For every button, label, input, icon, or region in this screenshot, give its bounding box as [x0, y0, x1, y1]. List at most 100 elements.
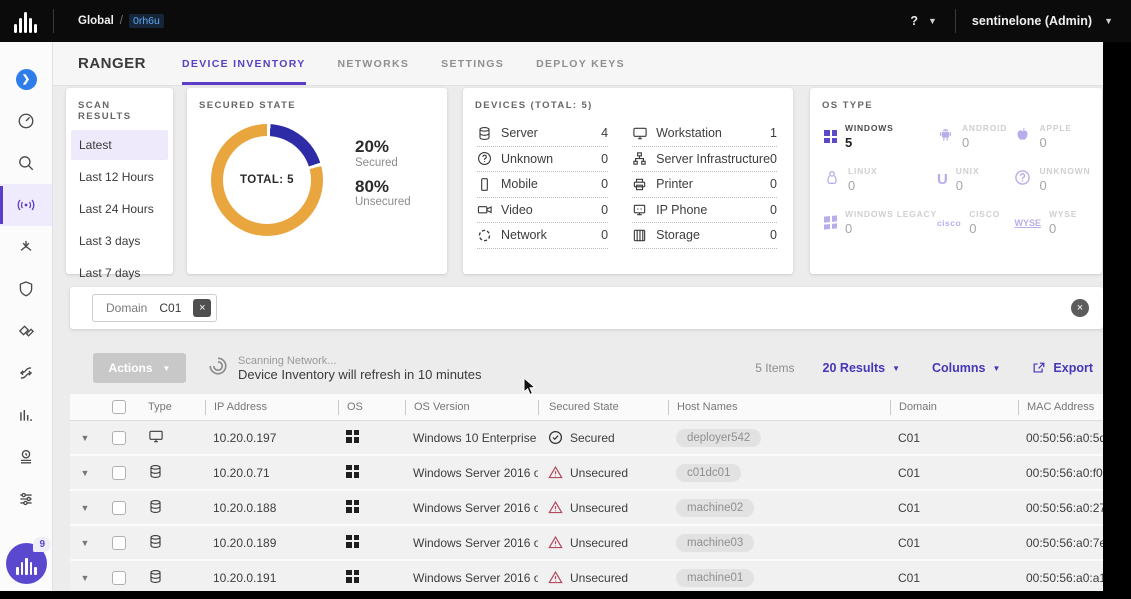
- column-header-host-names[interactable]: Host Names: [668, 399, 890, 415]
- filter-chip-domain[interactable]: Domain C01 ×: [92, 294, 218, 322]
- row-checkbox[interactable]: [112, 500, 126, 515]
- ip-address-cell: 10.20.0.191: [213, 570, 277, 585]
- server-icon: [479, 126, 490, 140]
- host-name-pill: machine01: [676, 568, 755, 587]
- domain-cell: C01: [898, 570, 921, 585]
- main-content: RANGER DEVICE INVENTORY NETWORKS SETTING…: [53, 42, 1103, 591]
- sidebar-item-automation[interactable]: [0, 226, 52, 268]
- bar-chart-icon: [20, 409, 32, 421]
- sidebar-item-dashboard[interactable]: [0, 100, 52, 142]
- table-row[interactable]: ▼ 10.20.0.191 Windows Server 2016 or ...…: [70, 561, 1103, 591]
- row-expand-chevron-icon[interactable]: ▼: [80, 572, 90, 583]
- windows-icon: [346, 499, 359, 513]
- filter-bar: Domain C01 × ×: [70, 287, 1103, 329]
- column-header-domain[interactable]: Domain: [890, 399, 1018, 415]
- table-row[interactable]: ▼ 10.20.0.197 Windows 10 Enterprise Secu…: [70, 421, 1103, 456]
- row-expand-chevron-icon[interactable]: ▼: [80, 502, 90, 513]
- row-expand-chevron-icon[interactable]: ▼: [80, 537, 90, 548]
- ranger-network-icon: [17, 199, 35, 211]
- row-checkbox[interactable]: [112, 535, 126, 550]
- sliders-icon: [20, 492, 32, 506]
- sidebar-item-sync[interactable]: [0, 352, 52, 394]
- chevron-down-icon: ▼: [892, 363, 900, 373]
- row-expand-chevron-icon[interactable]: ▼: [80, 432, 90, 443]
- tab-deploy-keys[interactable]: DEPLOY KEYS: [536, 57, 625, 70]
- sidebar-expand-toggle[interactable]: ❯: [0, 58, 52, 100]
- search-icon: [19, 156, 34, 171]
- os-type-item: UNKNOWN 0: [1014, 166, 1092, 193]
- columns-dropdown[interactable]: Columns ▼: [932, 361, 1001, 375]
- host-name-pill: deployer542: [676, 428, 762, 447]
- scan-status-subtitle: Device Inventory will refresh in 10 minu…: [238, 366, 482, 382]
- os-type-panel: OS TYPE WINDOWS 5 ANDROID 0 APPLE 0: [810, 88, 1102, 274]
- sidebar-brand-button[interactable]: 9: [6, 537, 51, 584]
- sentinelone-logo-icon[interactable]: [14, 9, 37, 33]
- help-button[interactable]: ?: [910, 14, 918, 28]
- ip-address-cell: 10.20.0.188: [213, 500, 277, 515]
- scan-option-last-12-hours[interactable]: Last 12 Hours: [79, 170, 154, 184]
- domain-cell: C01: [898, 465, 921, 480]
- sidebar-item-search[interactable]: [0, 142, 52, 184]
- tab-settings[interactable]: SETTINGS: [441, 57, 505, 70]
- row-expand-chevron-icon[interactable]: ▼: [80, 467, 90, 478]
- sidebar-item-activity[interactable]: [0, 436, 52, 478]
- os-version-cell: Windows Server 2016 or ...: [413, 500, 538, 515]
- breadcrumb-root[interactable]: Global: [78, 15, 114, 27]
- row-checkbox[interactable]: [112, 430, 126, 445]
- secured-state-panel: SECURED STATE TOTAL: 5 20% Secured 80% U…: [187, 88, 447, 274]
- column-header-os-version[interactable]: OS Version: [405, 399, 538, 415]
- breadcrumb-current-site[interactable]: 0rh6u: [128, 14, 164, 28]
- mobile-icon: [481, 177, 488, 191]
- sidebar-item-settings[interactable]: [0, 478, 52, 520]
- sync-icon: [19, 367, 33, 379]
- os-type-item: LINUX 0: [824, 166, 937, 193]
- user-menu[interactable]: sentinelone (Admin): [971, 14, 1093, 28]
- clear-all-filters-button[interactable]: ×: [1071, 299, 1089, 317]
- device-type-row: Printer 0: [632, 172, 777, 198]
- column-header-ip-address[interactable]: IP Address: [205, 399, 338, 415]
- scan-option-latest[interactable]: Latest: [71, 130, 168, 160]
- sidebar-item-ranger[interactable]: [0, 184, 52, 226]
- unsecured-warning-icon: [548, 465, 563, 479]
- table-row[interactable]: ▼ 10.20.0.188 Windows Server 2016 or ...…: [70, 491, 1103, 526]
- devices-panel-title: DEVICES (TOTAL: 5): [475, 100, 593, 111]
- ip-address-cell: 10.20.0.197: [213, 430, 277, 445]
- user-chevron-down-icon[interactable]: ▼: [1104, 16, 1113, 26]
- column-header-type[interactable]: Type: [148, 400, 172, 413]
- table-row[interactable]: ▼ 10.20.0.71 Windows Server 2016 or ... …: [70, 456, 1103, 491]
- column-header-os[interactable]: OS: [338, 399, 405, 415]
- scan-option-last-7-days[interactable]: Last 7 days: [79, 266, 141, 280]
- server-infrastructure-icon: [633, 152, 646, 165]
- host-name-pill: c01dc01: [676, 463, 742, 482]
- row-checkbox[interactable]: [112, 570, 126, 585]
- sidebar-item-tags[interactable]: [0, 310, 52, 352]
- unsecured-warning-icon: [548, 535, 563, 549]
- tab-networks[interactable]: NETWORKS: [337, 57, 410, 70]
- column-header-secured-state[interactable]: Secured State: [538, 399, 668, 415]
- tab-device-inventory[interactable]: DEVICE INVENTORY: [182, 42, 306, 85]
- os-version-cell: Windows Server 2016 or ...: [413, 570, 538, 585]
- breadcrumb-separator: /: [119, 15, 123, 27]
- linux-icon: [827, 170, 837, 184]
- scan-option-last-3-days[interactable]: Last 3 days: [79, 234, 141, 248]
- select-all-checkbox[interactable]: [112, 400, 126, 414]
- workstation-icon: [149, 430, 163, 442]
- sidebar-item-reports[interactable]: [0, 394, 52, 436]
- results-per-page-dropdown[interactable]: 20 Results ▼: [822, 361, 900, 375]
- breadcrumb: Global / 0rh6u: [78, 14, 164, 28]
- row-checkbox[interactable]: [112, 465, 126, 480]
- help-chevron-down-icon[interactable]: ▼: [928, 16, 937, 26]
- export-button[interactable]: Export: [1032, 361, 1093, 375]
- column-header-mac-address[interactable]: MAC Address: [1018, 399, 1103, 415]
- secured-state-cell: Secured: [570, 430, 615, 445]
- table-row[interactable]: ▼ 10.20.0.189 Windows Server 2016 or ...…: [70, 526, 1103, 561]
- topbar-divider: [954, 9, 956, 33]
- tags-icon: [18, 325, 35, 337]
- actions-button[interactable]: Actions ▼: [93, 353, 186, 383]
- scan-option-last-24-hours[interactable]: Last 24 Hours: [79, 202, 154, 216]
- remove-filter-button[interactable]: ×: [193, 299, 212, 317]
- network-icon: [478, 229, 491, 241]
- video-icon: [477, 206, 492, 214]
- sidebar-item-protection[interactable]: [0, 268, 52, 310]
